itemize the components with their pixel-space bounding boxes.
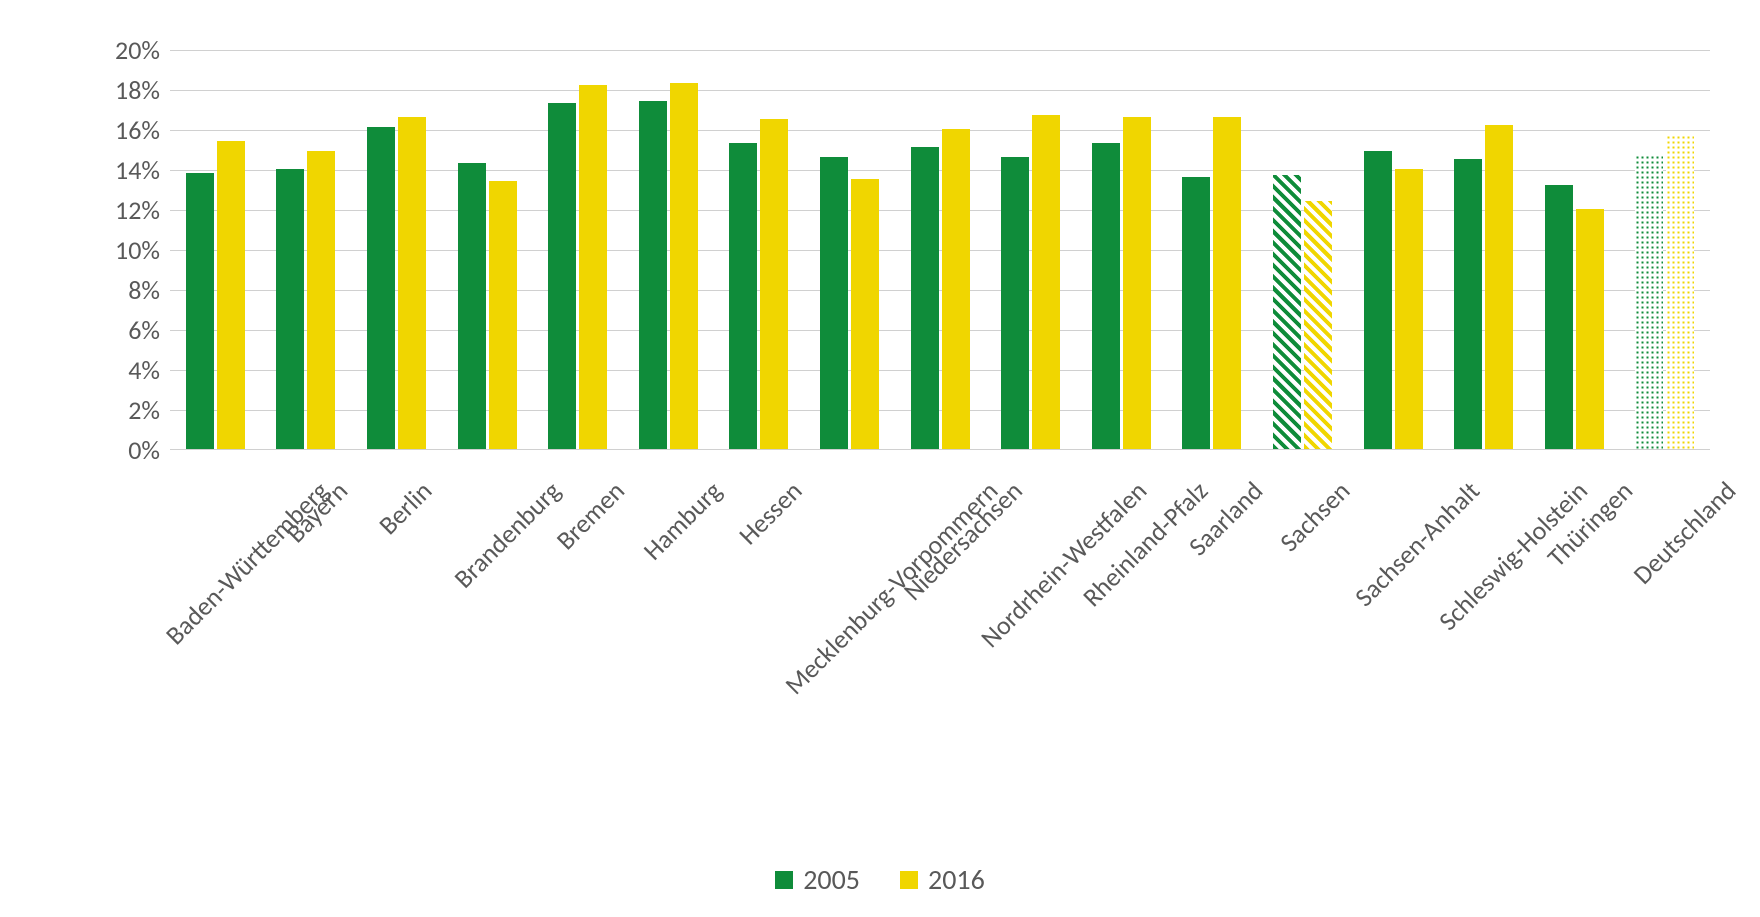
x-tick-label: Berlin [351, 460, 442, 790]
bar [760, 119, 788, 449]
bar [729, 143, 757, 449]
x-tick-label: Baden-Württemberg [170, 460, 261, 790]
bar [1666, 135, 1694, 449]
bar [307, 151, 335, 449]
bars-container [170, 50, 1710, 449]
bar-chart: Baden-WürttembergBayernBerlinBrandenburg… [20, 20, 1740, 897]
bar [489, 181, 517, 449]
x-tick-label: Brandenburg [442, 460, 533, 790]
bar-group [985, 115, 1076, 449]
x-tick-label: Hessen [714, 460, 805, 790]
bar-group [895, 129, 986, 449]
legend-item-2016: 2016 [900, 862, 985, 897]
legend-item-2005: 2005 [775, 862, 860, 897]
y-tick-label: 10% [80, 234, 160, 266]
bar [851, 179, 879, 449]
y-tick-label: 14% [80, 154, 160, 186]
bar-group [1167, 117, 1258, 449]
bar [1364, 151, 1392, 449]
bar-group [1438, 125, 1529, 449]
bar-group [1620, 135, 1711, 449]
bar [186, 173, 214, 449]
bar [398, 117, 426, 449]
bar [1123, 117, 1151, 449]
bar-group [1529, 185, 1620, 449]
bar [820, 157, 848, 449]
bar-group [261, 151, 352, 449]
bar [1032, 115, 1060, 449]
bar [548, 103, 576, 449]
bar [1576, 209, 1604, 449]
x-tick-label: Thüringen [1529, 460, 1620, 790]
bar-group [532, 85, 623, 449]
bar [1304, 201, 1332, 449]
plot-area [170, 50, 1710, 450]
x-tick-label: Hamburg [623, 460, 714, 790]
bar [1001, 157, 1029, 449]
x-axis-labels: Baden-WürttembergBayernBerlinBrandenburg… [170, 460, 1710, 790]
bar-group [442, 163, 533, 449]
bar [1485, 125, 1513, 449]
legend: 2005 2016 [20, 862, 1740, 897]
legend-label-2005: 2005 [803, 862, 860, 897]
bar [1273, 175, 1301, 449]
y-tick-label: 0% [80, 434, 160, 466]
bar [1454, 159, 1482, 449]
bar [1545, 185, 1573, 449]
bar-group [1257, 175, 1348, 449]
y-tick-label: 4% [80, 354, 160, 386]
legend-label-2016: 2016 [928, 862, 985, 897]
bar-group [804, 157, 895, 449]
bar [1092, 143, 1120, 449]
bar-group [623, 83, 714, 449]
x-tick-label: Niedersachsen [895, 460, 986, 790]
x-tick-label: Rheinland-Pfalz [1076, 460, 1167, 790]
bar-group [714, 119, 805, 449]
x-tick-label: Schleswig-Holstein [1438, 460, 1529, 790]
bar [911, 147, 939, 449]
x-tick-label: Bayern [261, 460, 352, 790]
bar [217, 141, 245, 449]
y-tick-label: 12% [80, 194, 160, 226]
y-tick-label: 8% [80, 274, 160, 306]
y-tick-label: 2% [80, 394, 160, 426]
bar [367, 127, 395, 449]
x-tick-label: Mecklenburg-Vorpommern [804, 460, 895, 790]
bar [1395, 169, 1423, 449]
bar [276, 169, 304, 449]
bar [670, 83, 698, 449]
y-tick-label: 16% [80, 114, 160, 146]
y-tick-label: 20% [80, 34, 160, 66]
bar [639, 101, 667, 449]
bar-group [170, 141, 261, 449]
x-tick-label: Sachsen-Anhalt [1348, 460, 1439, 790]
bar-group [1076, 117, 1167, 449]
legend-swatch-2005 [775, 871, 793, 889]
bar-group [351, 117, 442, 449]
x-tick-label: Sachsen [1257, 460, 1348, 790]
bar [1182, 177, 1210, 449]
bar [1635, 155, 1663, 449]
y-tick-label: 18% [80, 74, 160, 106]
bar [458, 163, 486, 449]
bar [579, 85, 607, 449]
bar-group [1348, 151, 1439, 449]
bar [1213, 117, 1241, 449]
y-tick-label: 6% [80, 314, 160, 346]
x-tick-label: Deutschland [1620, 460, 1711, 790]
x-tick-label: Bremen [532, 460, 623, 790]
x-tick-label: Saarland [1167, 460, 1258, 790]
legend-swatch-2016 [900, 871, 918, 889]
x-tick-label: Nordrhein-Westfalen [985, 460, 1076, 790]
bar [942, 129, 970, 449]
